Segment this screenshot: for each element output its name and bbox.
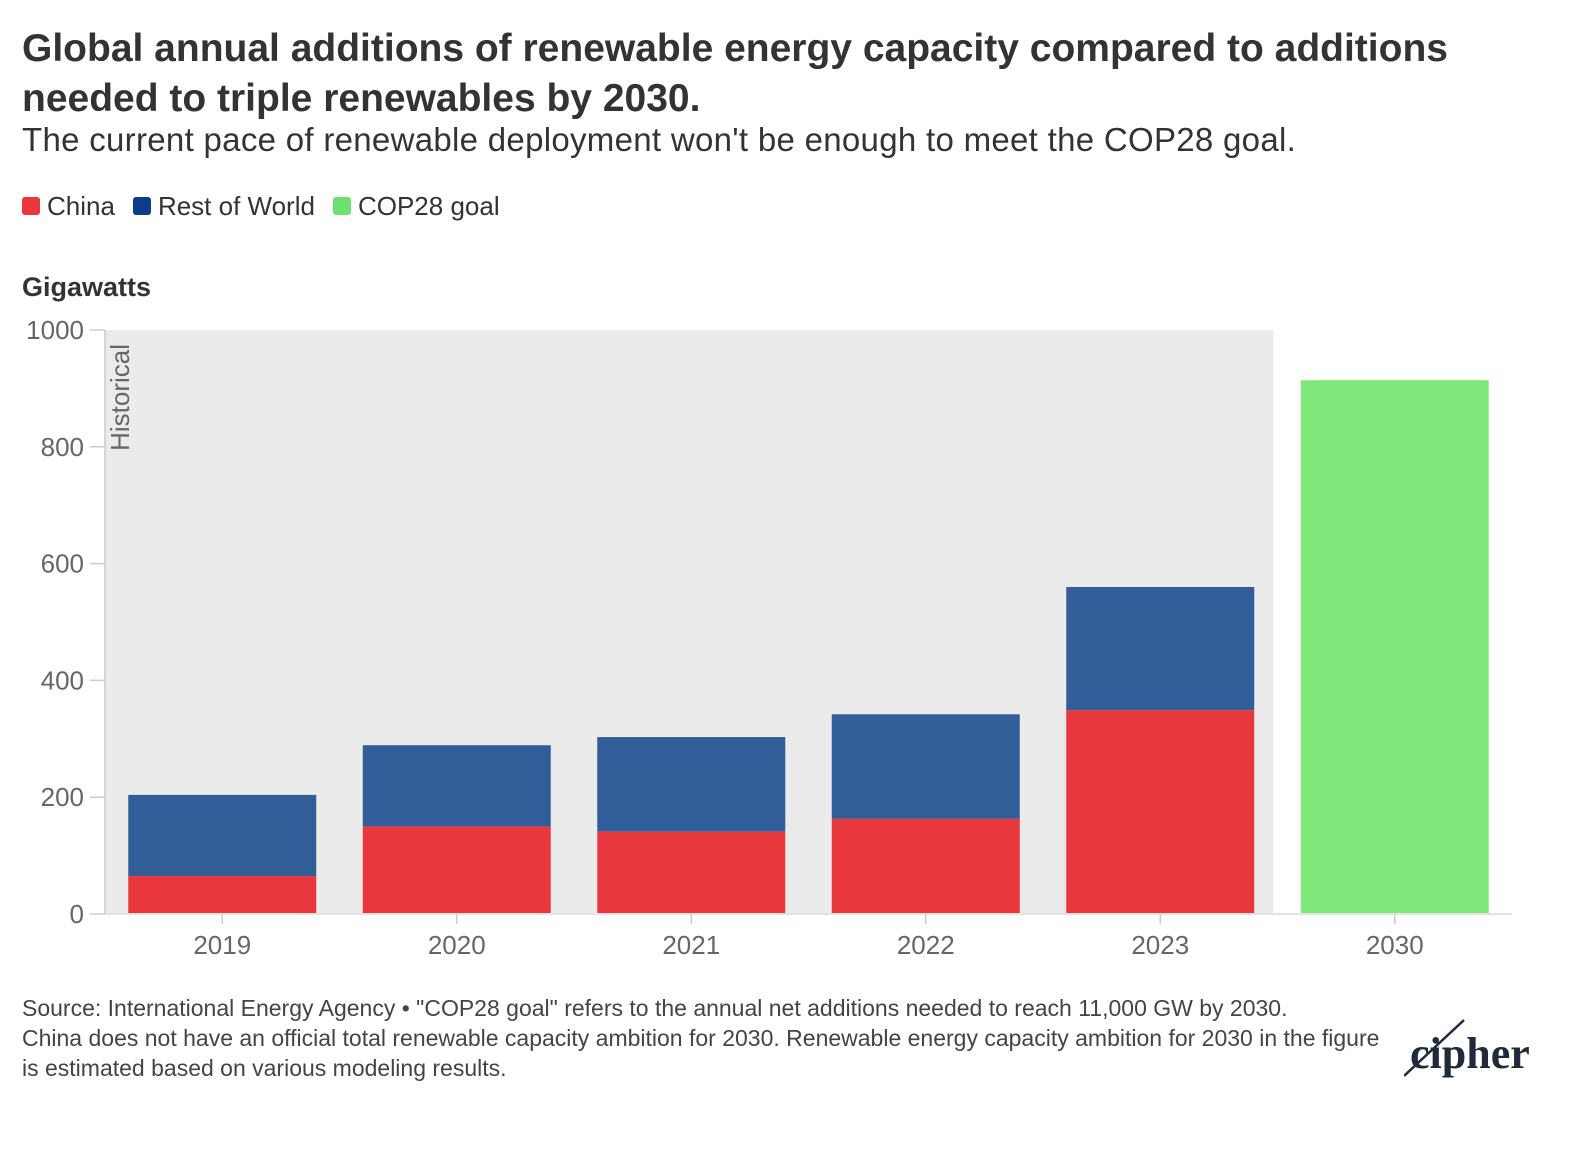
legend-swatch-rest-of-world: [132, 197, 151, 215]
logo-wordmark: cipher: [1410, 1029, 1530, 1078]
legend-swatch-china: [22, 197, 40, 215]
chart-subtitle: The current pace of renewable deployment…: [22, 121, 1297, 158]
x-tick-label: 2022: [897, 930, 955, 960]
bar-rest-of-world-2022: [831, 714, 1020, 819]
bar-rest-of-world-2019: [128, 794, 317, 877]
legend-label-rest-of-world: Rest of World: [157, 191, 315, 221]
source-note: Source: International Energy Agency • "C…: [22, 995, 1288, 1021]
y-axis-label: Gigawatts: [22, 272, 152, 302]
legend-item-rest-of-world[interactable]: Rest of World: [132, 190, 315, 222]
chart-title: Global annual additions of renewable ene…: [22, 27, 1448, 120]
bar-china-2019: [128, 876, 317, 914]
x-tick-label: 2023: [1131, 930, 1189, 960]
footer-notes: Source: International Energy Agency • "C…: [22, 993, 1402, 1083]
historical-label: Historical: [105, 344, 135, 451]
bar-china-2022: [831, 818, 1020, 914]
bar-cop28-goal-2030: [1300, 380, 1489, 914]
legend: China Rest of World COP28 goal: [22, 190, 518, 222]
bar-rest-of-world-2020: [362, 745, 551, 827]
y-tick-label: 400: [41, 665, 84, 695]
x-tick-label: 2020: [428, 930, 486, 960]
legend-swatch-cop28-goal: [332, 197, 351, 215]
x-tick-label: 2021: [662, 930, 720, 960]
bar-rest-of-world-2021: [597, 737, 786, 832]
x-tick-label: 2030: [1366, 930, 1424, 960]
bar-china-2021: [597, 831, 786, 914]
bar-rest-of-world-2023: [1066, 586, 1255, 711]
methodology-note: China does not have an official total re…: [22, 1025, 1380, 1081]
y-tick-label: 600: [41, 549, 84, 579]
legend-item-china[interactable]: China: [22, 190, 115, 222]
logo-slash: [1404, 1019, 1465, 1077]
y-tick-label: 1000: [26, 315, 84, 345]
y-tick-label: 200: [41, 782, 84, 812]
bar-chart: Historical 0 200 400 600 800 1000 2019 2020 2021 2…: [26, 315, 1512, 960]
bar-china-2020: [362, 826, 551, 914]
cipher-logo: cipher: [1404, 1019, 1530, 1078]
x-tick-label: 2019: [193, 930, 251, 960]
y-tick-label: 800: [41, 432, 84, 462]
y-tick-label: 0: [70, 899, 84, 929]
bar-china-2023: [1066, 710, 1255, 914]
legend-item-cop28-goal[interactable]: COP28 goal: [332, 190, 500, 222]
legend-label-china: China: [47, 191, 115, 221]
legend-label-cop28-goal: COP28 goal: [357, 191, 500, 221]
